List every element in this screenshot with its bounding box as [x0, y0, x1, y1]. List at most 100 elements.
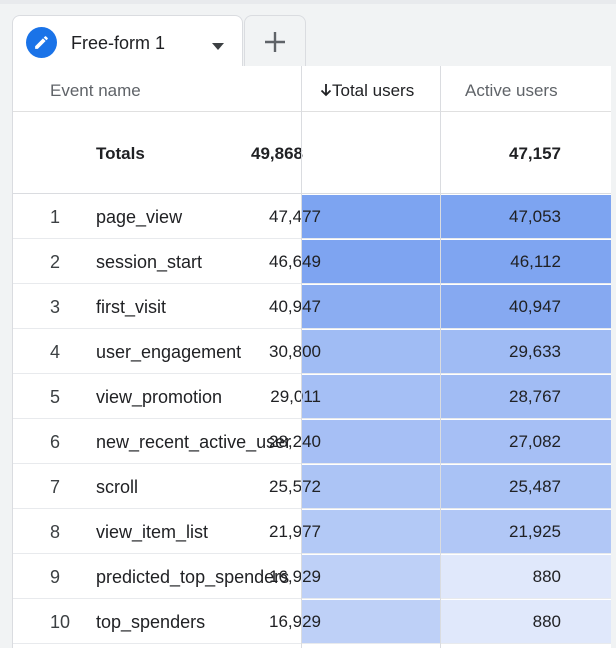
total-users-value: 16,929 [269, 612, 321, 631]
divider [13, 193, 611, 194]
arrow-down-icon [320, 84, 332, 97]
row-index: 1 [50, 207, 61, 227]
table-row[interactable]: 2 session_start 46,649 46,112 [13, 239, 611, 284]
row-index: 4 [50, 342, 61, 362]
row-divider [13, 373, 611, 374]
row-divider [13, 643, 611, 644]
column-header-event-name[interactable]: Event name [50, 81, 141, 100]
caret-down-icon[interactable] [212, 38, 224, 56]
active-users-value: 21,925 [509, 522, 561, 541]
row-index: 7 [50, 477, 61, 497]
total-users-value: 47,477 [269, 207, 321, 226]
event-name-cell[interactable]: page_view [96, 207, 183, 227]
event-name-cell[interactable]: view_promotion [96, 387, 223, 407]
total-users-heat-cell [302, 240, 440, 283]
row-divider [13, 283, 611, 284]
total-users-heat-cell [302, 195, 440, 238]
total-users-header-label: Total users [332, 81, 415, 100]
active-users-heat-cell [441, 510, 611, 553]
row-index: 3 [50, 297, 61, 317]
table-row[interactable]: 1 page_view 47,477 47,053 [13, 194, 611, 239]
total-users-heat-cell [302, 510, 440, 553]
table-header: Event name Total users Active users [13, 66, 611, 111]
row-divider [13, 238, 611, 239]
total-users-heat-cell [302, 330, 440, 373]
divider [13, 111, 611, 112]
total-users-heat-cell [302, 555, 440, 598]
event-name-cell[interactable]: scroll [96, 477, 139, 497]
total-users-value: 40,947 [269, 297, 321, 316]
active-users-heat-cell [441, 195, 611, 238]
active-users-heat-cell [441, 375, 611, 418]
table-row[interactable]: 7 scroll 25,572 25,487 [13, 464, 611, 509]
active-users-heat-cell [441, 420, 611, 463]
active-users-value: 28,767 [509, 387, 561, 406]
row-divider [13, 328, 611, 329]
table-row[interactable]: 9 predicted_top_spenders 16,929 880 [13, 554, 611, 599]
total-users-value: 28,240 [269, 432, 321, 451]
event-name-cell[interactable]: view_item_list [96, 522, 209, 542]
column-divider [301, 66, 302, 648]
column-header-active-users[interactable]: Active users [465, 81, 558, 100]
add-tab-button[interactable] [244, 15, 306, 67]
active-users-heat-cell [441, 285, 611, 328]
table-row[interactable]: 5 view_promotion 29,011 28,767 [13, 374, 611, 419]
tab-label: Free-form 1 [71, 33, 166, 53]
row-divider [13, 598, 611, 599]
event-name-cell[interactable]: user_engagement [96, 342, 242, 362]
totals-total-users: 49,868 [251, 144, 303, 163]
tab-free-form-1[interactable]: Free-form 1 [12, 15, 243, 67]
total-users-value: 46,649 [269, 252, 321, 271]
total-users-heat-cell [302, 600, 440, 643]
table-row[interactable]: 6 new_recent_active_user 28,240 27,082 [13, 419, 611, 464]
row-divider [13, 508, 611, 509]
total-users-value: 21,977 [269, 522, 321, 541]
table-row[interactable]: 3 first_visit 40,947 40,947 [13, 284, 611, 329]
event-name-cell[interactable]: new_recent_active_user [96, 432, 292, 452]
row-index: 5 [50, 387, 61, 407]
total-users-heat-cell [302, 465, 440, 508]
row-index: 9 [50, 567, 61, 587]
row-index: 10 [50, 612, 71, 632]
top-border [0, 0, 616, 4]
active-users-value: 880 [532, 612, 561, 631]
totals-active-users: 47,157 [509, 144, 561, 163]
table-row[interactable]: 10 top_spenders 16,929 880 [13, 599, 611, 644]
active-users-value: 46,112 [510, 252, 561, 271]
total-users-heat-cell [302, 420, 440, 463]
event-name-cell[interactable]: top_spenders [96, 612, 206, 632]
column-header-total-users[interactable]: Total users [320, 81, 414, 101]
row-index: 6 [50, 432, 61, 452]
total-users-value: 25,572 [269, 477, 321, 496]
row-index: 8 [50, 522, 61, 542]
table-row[interactable]: 4 user_engagement 30,800 29,633 [13, 329, 611, 374]
column-divider [440, 66, 441, 648]
table-row[interactable]: 8 view_item_list 21,977 21,925 [13, 509, 611, 554]
event-name-cell[interactable]: session_start [96, 252, 203, 272]
active-users-value: 40,947 [509, 297, 561, 316]
event-name-cell[interactable]: first_visit [96, 297, 167, 317]
active-users-value: 29,633 [509, 342, 561, 361]
event-name-cell[interactable]: predicted_top_spenders [96, 567, 290, 587]
plus-icon [265, 32, 285, 52]
active-users-heat-cell [441, 465, 611, 508]
pencil-icon[interactable] [26, 27, 57, 58]
total-users-heat-cell [302, 375, 440, 418]
totals-label: Totals [96, 144, 145, 163]
active-users-heat-cell [441, 600, 611, 643]
active-users-value: 880 [532, 567, 561, 586]
row-divider [13, 418, 611, 419]
row-divider [13, 463, 611, 464]
active-users-value: 47,053 [509, 207, 561, 226]
data-table: Event name Total users Active users Tota… [12, 66, 611, 648]
totals-row: Totals 49,868 47,157 [13, 112, 611, 193]
row-index: 2 [50, 252, 61, 272]
total-users-value: 30,800 [269, 342, 321, 361]
active-users-heat-cell [441, 330, 611, 373]
total-users-value: 29,011 [270, 387, 321, 406]
total-users-heat-cell [302, 285, 440, 328]
total-users-value: 16,929 [269, 567, 321, 586]
active-users-heat-cell [441, 240, 611, 283]
row-divider [13, 553, 611, 554]
active-users-heat-cell [441, 555, 611, 598]
